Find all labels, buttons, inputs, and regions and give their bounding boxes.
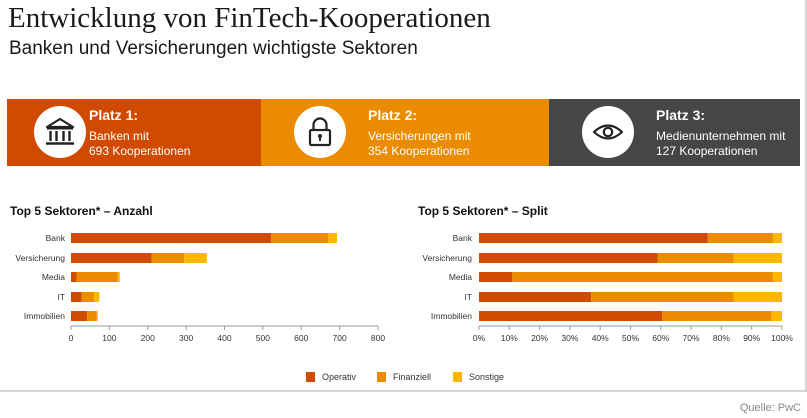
category-label: Versicherung [15, 253, 65, 263]
bar-segment-finanziell [657, 253, 734, 263]
bar-segment-finanziell [81, 292, 95, 302]
x-tick-label: 70% [683, 333, 700, 343]
bar-segment-sonstige [772, 272, 782, 282]
banner-place: Platz 1: [89, 107, 139, 123]
bar-segment-operativ [71, 311, 88, 321]
x-tick-label: 60% [652, 333, 669, 343]
lock-icon [308, 117, 332, 147]
banner-line-1: Medienunternehmen mit [656, 129, 786, 143]
icon-circle [582, 106, 634, 158]
bar-segment-sonstige [184, 253, 207, 263]
legend-label: Finanziell [393, 372, 432, 382]
x-tick-label: 30% [561, 333, 578, 343]
x-tick-label: 100% [771, 333, 793, 343]
category-label: IT [464, 292, 472, 302]
bar-segment-operativ [71, 233, 272, 243]
x-tick-label: 40% [592, 333, 609, 343]
category-label: Versicherung [422, 253, 472, 263]
banner-platz-3: Platz 3: Medienunternehmen mit 127 Koope… [549, 99, 800, 166]
bar-segment-finanziell [591, 292, 734, 302]
x-tick-label: 600 [294, 333, 308, 343]
category-label: Bank [453, 233, 473, 243]
bar-segment-finanziell [87, 311, 97, 321]
x-tick-label: 200 [141, 333, 155, 343]
bar-segment-sonstige [117, 272, 120, 282]
infographic-frame [0, 0, 807, 392]
bar-segment-operativ [479, 311, 663, 321]
page-subtitle: Banken und Versicherungen wichtigste Sek… [9, 38, 418, 59]
x-tick-label: 80% [713, 333, 730, 343]
x-tick-label: 800 [371, 333, 385, 343]
bar-segment-operativ [71, 292, 82, 302]
bar-segment-finanziell [662, 311, 772, 321]
banner-place: Platz 3: [656, 107, 706, 123]
bank-icon [45, 117, 75, 145]
x-tick-label: 700 [333, 333, 347, 343]
x-tick-label: 0 [69, 333, 74, 343]
bar-segment-operativ [71, 272, 77, 282]
bar-segment-operativ [479, 272, 513, 282]
icon-circle [294, 106, 346, 158]
banner-platz-1: Platz 1: Banken mit 693 Kooperationen [7, 99, 261, 166]
legend-swatch [306, 372, 315, 382]
bar-segment-sonstige [733, 253, 782, 263]
banner-place: Platz 2: [368, 107, 418, 123]
x-tick-label: 20% [531, 333, 548, 343]
x-tick-label: 90% [743, 333, 760, 343]
banner-line-2: 354 Kooperationen [368, 144, 470, 158]
bar-segment-sonstige [96, 311, 98, 321]
category-label: IT [57, 292, 65, 302]
page-title: Entwicklung von FinTech-Kooperationen [8, 2, 491, 34]
bar-segment-finanziell [271, 233, 329, 243]
legend-label: Operativ [322, 372, 357, 382]
x-tick-label: 300 [179, 333, 193, 343]
category-label: Media [42, 272, 65, 282]
source-note: Quelle: PwC [739, 402, 801, 414]
category-label: Bank [46, 233, 66, 243]
category-label: Immobilien [24, 311, 65, 321]
bar-segment-operativ [479, 292, 592, 302]
bar-segment-sonstige [328, 233, 337, 243]
bar-segment-finanziell [707, 233, 773, 243]
bar-segment-sonstige [771, 311, 782, 321]
chart-title-split: Top 5 Sektoren* – Split [418, 204, 548, 218]
bar-segment-sonstige [772, 233, 782, 243]
banner-platz-2: Platz 2: Versicherungen mit 354 Kooperat… [261, 99, 549, 166]
bar-segment-finanziell [512, 272, 773, 282]
category-label: Media [449, 272, 472, 282]
banner-line-2: 127 Kooperationen [656, 144, 758, 158]
eye-icon [592, 124, 624, 140]
banner-line-2: 693 Kooperationen [89, 144, 191, 158]
legend-label: Sonstige [469, 372, 505, 382]
banner-line-1: Banken mit [89, 129, 150, 143]
bar-segment-finanziell [151, 253, 185, 263]
bar-segment-operativ [479, 233, 708, 243]
banner-line-1: Versicherungen mit [368, 129, 471, 143]
legend-swatch [453, 372, 462, 382]
chart-title-anzahl: Top 5 Sektoren* – Anzahl [10, 204, 153, 218]
legend-swatch [377, 372, 386, 382]
bar-segment-operativ [479, 253, 658, 263]
x-tick-label: 50% [622, 333, 639, 343]
bar-segment-finanziell [76, 272, 118, 282]
bar-segment-operativ [71, 253, 152, 263]
x-tick-label: 10% [501, 333, 518, 343]
x-tick-label: 500 [256, 333, 270, 343]
icon-circle [34, 106, 86, 158]
x-tick-label: 100 [102, 333, 116, 343]
x-tick-label: 400 [217, 333, 231, 343]
category-label: Immobilien [431, 311, 472, 321]
bar-segment-sonstige [94, 292, 100, 302]
bar-segment-sonstige [733, 292, 782, 302]
x-tick-label: 0% [473, 333, 486, 343]
